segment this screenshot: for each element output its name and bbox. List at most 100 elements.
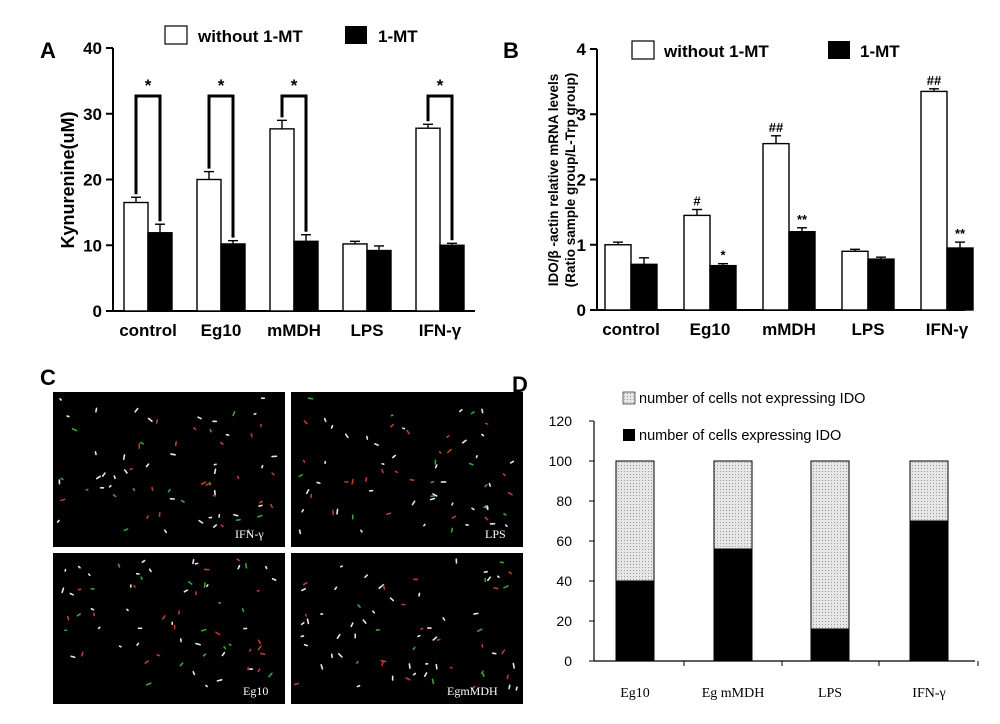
cell-mark (508, 571, 512, 575)
cell-mark (195, 642, 201, 646)
cell-mark (56, 519, 60, 523)
axis-b-ylabel-line1: IDO/β -actin relative mRNA levels (546, 74, 561, 287)
cell-mark (183, 589, 189, 593)
cell-mark (202, 653, 207, 657)
cell-mark (471, 685, 476, 690)
micrograph-label-ifn: IFN-γ (235, 527, 264, 541)
cell-mark (431, 678, 435, 685)
cell-mark (411, 500, 416, 506)
bar-a-without-1mt (415, 127, 441, 312)
bar-d-not-expressing (909, 460, 949, 522)
cell-mark (451, 515, 457, 519)
cell-mark (300, 635, 305, 638)
cell-mark (418, 592, 421, 597)
significance-mark-b: ## (927, 73, 942, 88)
micrograph-ifn (53, 392, 285, 547)
cell-mark (145, 682, 152, 686)
cell-mark (450, 527, 454, 533)
micrograph-label-egmmdh: EgmMDH (447, 684, 498, 698)
significance-mark-b: * (720, 248, 726, 263)
tick-label-a-y: 30 (83, 105, 102, 124)
legend-b-swatch-1mt (828, 41, 850, 59)
cell-mark (507, 491, 513, 496)
cell-mark (302, 459, 306, 463)
cell-mark (423, 672, 428, 678)
cell-mark (256, 589, 260, 592)
cell-mark (257, 645, 262, 651)
cell-mark (223, 646, 227, 650)
bar-a-1mt (220, 243, 246, 312)
cell-mark (362, 619, 367, 624)
bar-d-not-expressing (615, 460, 655, 582)
cell-mark (477, 628, 483, 632)
cell-mark (302, 581, 308, 586)
category-label-b: control (602, 320, 660, 339)
cell-mark (336, 633, 341, 639)
bar-b-1mt (709, 264, 737, 311)
cell-mark (365, 477, 368, 482)
bar-a-1mt (147, 232, 173, 312)
cell-mark (144, 660, 149, 664)
cell-mark (503, 512, 507, 516)
cell-mark (101, 472, 106, 477)
bar-b-without-1mt (604, 244, 632, 311)
cell-mark (212, 524, 218, 528)
cell-mark (95, 475, 102, 480)
bar-b-without-1mt (841, 250, 869, 311)
cell-mark (112, 493, 117, 498)
panel-c-label: C (40, 365, 56, 390)
cell-mark (76, 613, 82, 617)
tick-label-d-y: 0 (564, 653, 572, 669)
cell-mark (97, 626, 101, 630)
category-label-d: LPS (818, 686, 842, 701)
cell-mark (339, 565, 344, 568)
cell-mark (374, 443, 379, 446)
cell-mark (95, 407, 98, 413)
cell-mark (461, 439, 467, 444)
cell-mark (237, 564, 241, 570)
cell-mark (434, 464, 438, 469)
cell-mark (170, 453, 176, 456)
cell-mark (179, 662, 184, 667)
cell-mark (146, 515, 149, 520)
cell-mark (134, 407, 139, 413)
cell-mark (265, 565, 268, 570)
cell-mark (344, 433, 349, 439)
cell-mark (364, 574, 368, 578)
legend-a-label-without: without 1-MT (197, 27, 303, 46)
cell-mark (233, 513, 239, 517)
significance-mark-b: # (693, 194, 701, 209)
legend-a-swatch-without (164, 25, 188, 45)
cell-mark (381, 660, 384, 666)
cell-mark (300, 621, 305, 626)
cell-mark (435, 663, 438, 670)
cell-mark (90, 607, 95, 611)
cell-mark (236, 475, 240, 480)
cell-mark (446, 435, 450, 438)
cell-mark (488, 482, 492, 487)
cell-mark (438, 451, 442, 454)
bar-d-expressing (909, 520, 949, 662)
cell-mark (66, 615, 70, 621)
cell-mark (220, 524, 224, 528)
cell-mark (336, 508, 339, 515)
cell-mark (360, 529, 363, 533)
cell-mark (215, 631, 221, 636)
cell-mark (481, 643, 484, 648)
cell-mark (203, 582, 206, 588)
bar-a-without-1mt (269, 128, 295, 312)
tick-label-b-y: 3 (577, 105, 586, 124)
cell-mark (405, 677, 411, 681)
cell-mark (356, 684, 361, 688)
cell-mark (512, 662, 515, 669)
cell-mark (481, 408, 484, 414)
legend-d-label-not-expressing: number of cells not expressing IDO (639, 391, 865, 407)
cell-mark (113, 475, 116, 480)
cell-mark (141, 559, 146, 563)
cell-mark (484, 484, 488, 488)
cell-mark (301, 509, 305, 513)
micrograph-cells (56, 397, 518, 691)
cell-mark (122, 454, 126, 461)
cell-mark (192, 670, 196, 676)
cell-mark (70, 655, 76, 659)
